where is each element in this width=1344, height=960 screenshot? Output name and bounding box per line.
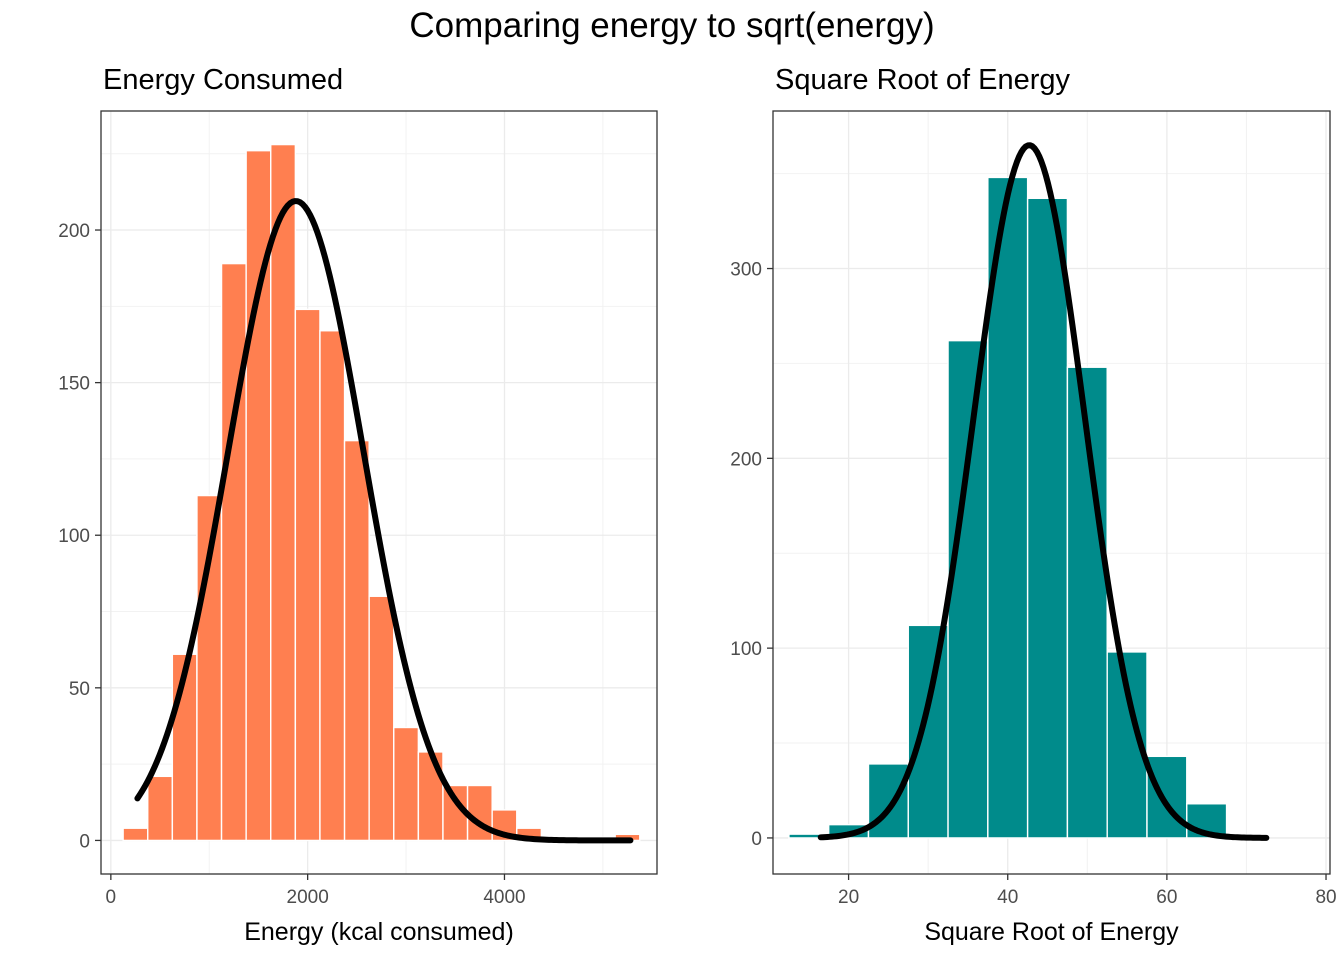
panel-border — [772, 110, 1331, 875]
y-tick-label: 200 — [730, 449, 762, 470]
x-axis-title: Energy (kcal consumed) — [244, 918, 514, 946]
histogram-bar — [319, 330, 346, 842]
panel-title: Energy Consumed — [103, 64, 343, 96]
normal-curve — [134, 198, 634, 844]
histogram-bar — [147, 775, 174, 842]
histogram-bar — [393, 726, 420, 842]
main-title: Comparing energy to sqrt(energy) — [409, 6, 935, 45]
y-tick-label: 150 — [58, 374, 90, 395]
histogram-bar — [343, 439, 370, 842]
histogram-bar — [1026, 197, 1069, 839]
normal-curve — [817, 142, 1270, 841]
panel-1: 0 2000 4000 0 50 100 150 200 Energy Consumed Ener… — [58, 64, 658, 946]
y-tick-label: 100 — [730, 639, 762, 660]
x-tick-label: 0 — [106, 887, 117, 908]
y-tick-label: 50 — [69, 679, 90, 700]
x-tick-label: 80 — [1315, 887, 1336, 908]
histogram-bar — [220, 262, 247, 842]
panel-border — [100, 110, 658, 875]
histogram-bar — [122, 827, 149, 842]
x-tick-label: 2000 — [287, 887, 329, 908]
y-tick-label: 0 — [79, 831, 90, 852]
y-tick-label: 100 — [58, 526, 90, 547]
x-tick-label: 60 — [1156, 887, 1177, 908]
histogram-bar — [1186, 803, 1228, 839]
histogram-bar — [947, 339, 989, 839]
y-tick-label: 300 — [730, 260, 762, 281]
histogram-bar — [907, 624, 949, 839]
x-tick-label: 4000 — [483, 887, 525, 908]
x-tick-label: 20 — [838, 887, 859, 908]
histogram-bar — [294, 308, 321, 842]
x-tick-label: 40 — [997, 887, 1018, 908]
y-tick-label: 0 — [751, 829, 762, 850]
panel-2: 20 40 60 80 0 100 200 300 Square Root of Energy S… — [730, 64, 1336, 946]
histogram-bar — [1146, 755, 1188, 839]
x-axis-title: Square Root of Energy — [924, 918, 1179, 946]
y-tick-label: 200 — [58, 221, 90, 242]
panel-title: Square Root of Energy — [775, 64, 1071, 96]
histogram-bar — [368, 595, 395, 842]
histogram-bar — [270, 143, 297, 842]
